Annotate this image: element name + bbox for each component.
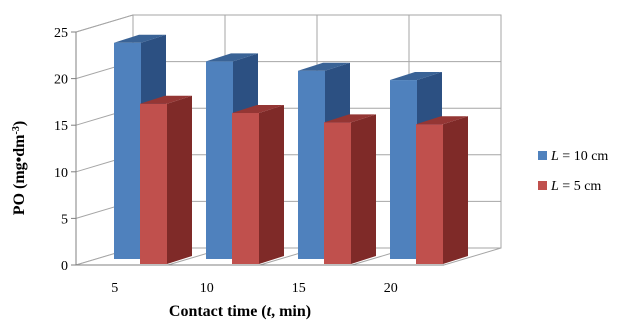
x-tick-label: 10 — [200, 281, 214, 296]
bar-front — [324, 122, 351, 264]
legend-label-l10: L = 10 cm — [550, 149, 608, 164]
gridline — [75, 14, 501, 33]
legend-label-l5-italic: L — [550, 179, 559, 194]
y-axis-title: PO (mg•dm-3) — [11, 121, 29, 215]
legend-label-l5: L = 5 cm — [550, 179, 601, 194]
bar-l5-10 — [232, 105, 284, 265]
bar-l5-20 — [416, 116, 468, 264]
bar-l10-10 — [206, 53, 258, 259]
y-tick-label: 5 — [61, 212, 68, 227]
bar-top — [114, 34, 166, 43]
x-axis-title-italic: t — [267, 303, 272, 320]
x-axis-title-suffix: , min) — [271, 303, 311, 320]
bar-top — [232, 105, 284, 114]
y-axis-ticks: 0 5 10 15 20 25 — [54, 26, 77, 274]
bar-l5-5 — [140, 95, 192, 264]
bar-front — [416, 124, 443, 264]
y-axis-title-sup: -3 — [11, 126, 22, 134]
y-axis-title-suffix: ) — [11, 121, 28, 126]
bar-front — [114, 42, 141, 259]
legend-label-l10-italic: L — [550, 149, 559, 164]
bar-l5-15 — [324, 114, 376, 264]
bar-top — [324, 114, 376, 123]
x-axis-title-prefix: Contact time ( — [169, 303, 267, 320]
y-tick-label: 15 — [54, 119, 68, 134]
legend-swatch-l5 — [538, 181, 547, 190]
bar-top — [298, 62, 350, 71]
bar-top — [416, 116, 468, 125]
bar-front — [390, 80, 417, 259]
y-tick-label: 20 — [54, 73, 68, 88]
bar-side — [351, 114, 376, 264]
legend: L = 10 cm L = 5 cm — [538, 149, 608, 194]
y-axis-title-prefix: PO (mg•dm — [11, 134, 28, 215]
bar-front — [206, 61, 233, 259]
x-axis-ticks: 5 10 15 20 — [76, 264, 444, 296]
bar-side — [443, 116, 468, 264]
legend-swatch-l10 — [538, 151, 547, 160]
legend-label-l10-rest: = 10 cm — [559, 149, 609, 164]
bar-top — [390, 72, 442, 81]
legend-label-l5-rest: = 5 cm — [559, 179, 602, 194]
x-tick-label: 20 — [384, 281, 398, 296]
bar-top — [206, 53, 258, 62]
bar-side — [167, 95, 192, 264]
bar-side — [259, 105, 284, 265]
bar-front — [298, 70, 325, 260]
bar-top — [140, 95, 192, 104]
x-axis-title: Contact time (t, min) — [169, 303, 311, 320]
x-tick-label: 5 — [111, 281, 118, 296]
bar-front — [140, 103, 167, 264]
y-tick-label: 25 — [54, 26, 68, 41]
x-tick-label: 15 — [292, 281, 306, 296]
y-tick-label: 10 — [54, 166, 68, 181]
y-tick-label: 0 — [61, 259, 68, 274]
bar-front — [232, 113, 259, 265]
bars — [114, 34, 468, 265]
